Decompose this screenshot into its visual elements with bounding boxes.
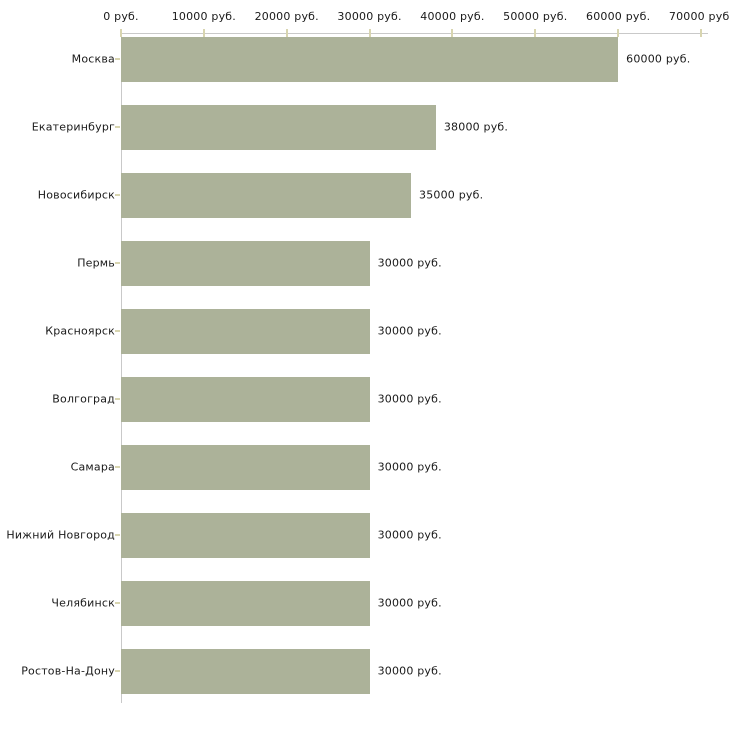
category-label: Волгоград [52, 392, 115, 406]
category-tick-mark [115, 466, 120, 468]
value-label: 35000 руб. [419, 188, 484, 202]
category-label: Самара [70, 460, 115, 474]
value-label: 30000 руб. [377, 324, 442, 338]
category-label: Москва [71, 52, 115, 66]
category-tick-mark [115, 330, 120, 332]
x-tick-label: 0 руб. [103, 10, 139, 23]
bar [121, 444, 370, 490]
bar [121, 240, 370, 286]
category-tick-mark [115, 398, 120, 400]
category-label: Новосибирск [37, 188, 115, 202]
bar [121, 172, 411, 218]
category-tick-mark [115, 58, 120, 60]
x-tick-mark [285, 29, 288, 37]
value-label: 60000 руб. [626, 52, 691, 66]
x-tick-mark [120, 29, 122, 37]
x-tick-label: 10000 руб. [171, 10, 236, 23]
value-label: 38000 руб. [443, 120, 509, 134]
x-tick-mark [451, 29, 454, 37]
category-label: Пермь [77, 256, 115, 270]
x-tick-label: 70000 руб. [668, 10, 730, 23]
value-label: 30000 руб. [377, 596, 442, 610]
bar [121, 308, 370, 354]
bar [121, 648, 370, 694]
x-tick-label: 30000 руб. [337, 10, 402, 23]
value-label: 30000 руб. [377, 392, 442, 406]
bar [121, 580, 370, 626]
value-label: 30000 руб. [377, 460, 442, 474]
x-tick-label: 60000 руб. [586, 10, 651, 23]
category-tick-mark [115, 670, 120, 672]
value-label: 30000 руб. [377, 664, 442, 678]
value-label: 30000 руб. [377, 528, 442, 542]
x-tick-mark [202, 29, 205, 37]
value-label: 30000 руб. [377, 256, 442, 270]
x-tick-label: 40000 руб. [420, 10, 485, 23]
x-tick-label: 20000 руб. [254, 10, 319, 23]
bar [121, 104, 436, 150]
category-label: Челябинск [51, 596, 115, 610]
category-tick-mark [115, 262, 120, 264]
plot-area [121, 33, 708, 703]
category-tick-mark [115, 602, 120, 604]
x-tick-label: 50000 руб. [503, 10, 568, 23]
bar [121, 36, 619, 82]
category-label: Екатеринбург [31, 120, 115, 134]
x-tick-mark [700, 29, 702, 37]
category-label: Красноярск [45, 324, 115, 338]
x-tick-mark [617, 29, 620, 37]
bar [121, 512, 370, 558]
category-tick-mark [115, 534, 120, 536]
bar [121, 376, 370, 422]
x-tick-mark [534, 29, 537, 37]
x-tick-mark [368, 29, 371, 37]
category-label: Ростов-На-Дону [21, 664, 115, 678]
category-tick-mark [115, 126, 120, 128]
category-label: Нижний Новгород [6, 528, 115, 542]
category-tick-mark [115, 194, 120, 196]
